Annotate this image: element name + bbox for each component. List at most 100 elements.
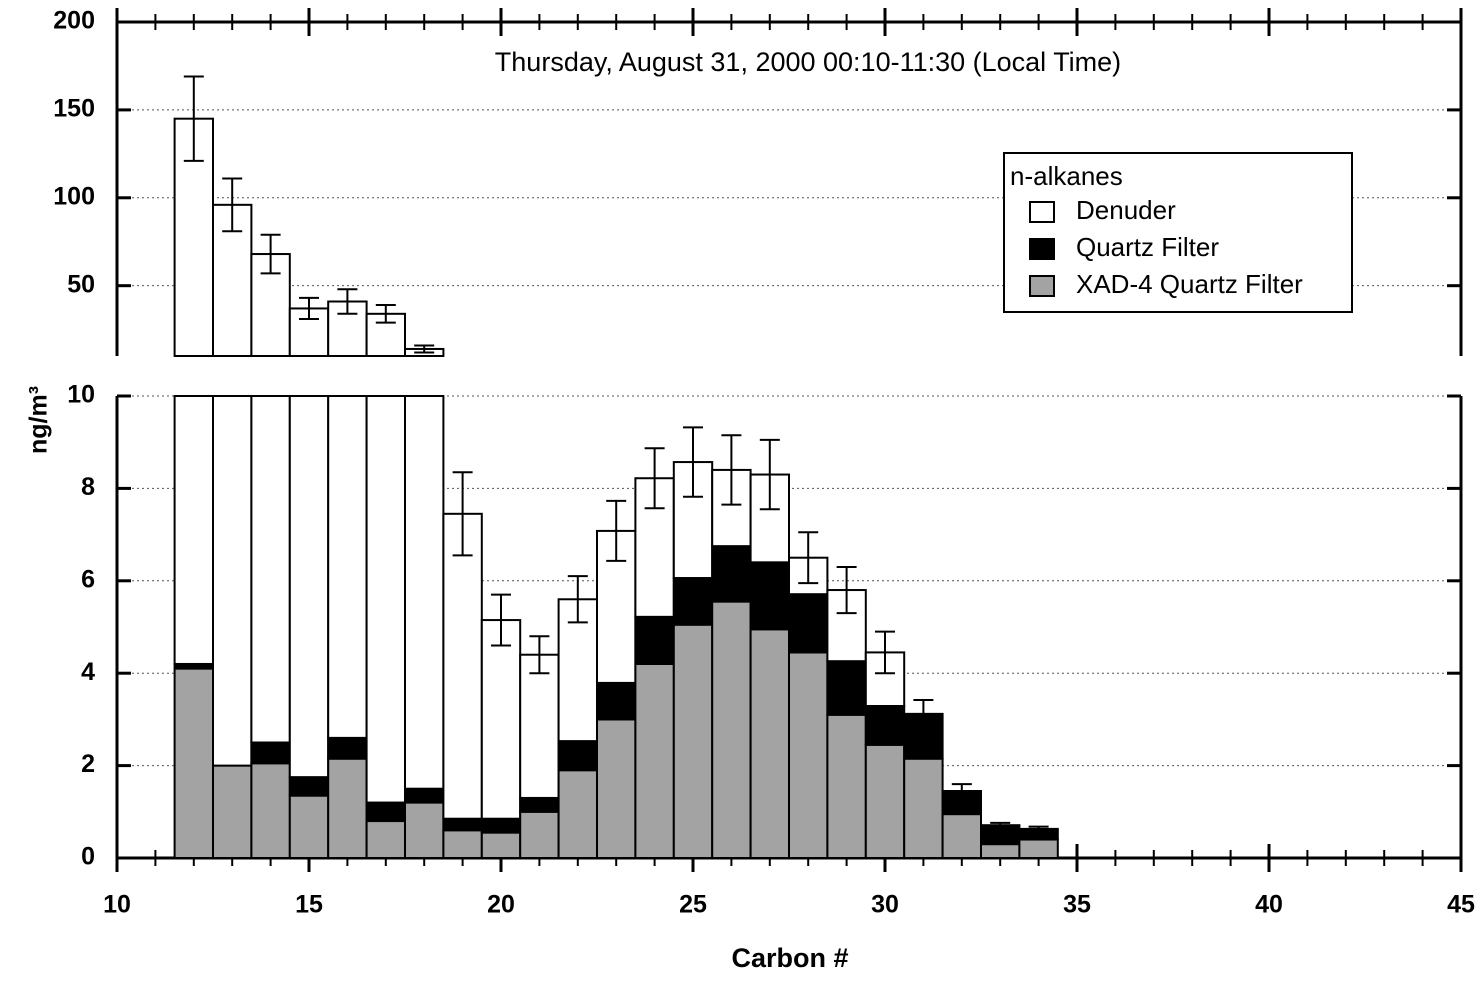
bar-segment (557, 769, 598, 859)
bar-segment (826, 713, 867, 860)
bar-segment (250, 395, 291, 744)
bar-segment (212, 764, 253, 859)
error-bar (990, 821, 1011, 829)
bar-segment (557, 740, 598, 772)
error-bar (529, 635, 550, 675)
legend: n-alkanes Denuder Quartz Filter XAD-4 Quar… (1003, 152, 1353, 313)
x-tick-label: 40 (1255, 891, 1283, 919)
legend-swatch (1029, 238, 1055, 260)
y-tick-label: 6 (81, 565, 95, 593)
bar-segment (634, 662, 675, 860)
error-bar (644, 447, 665, 510)
bar-segment (480, 831, 522, 860)
y-tick-label: 200 (53, 7, 95, 35)
y-axis-label: ng/m³ (25, 386, 53, 454)
x-tick-label: 15 (295, 891, 323, 919)
bar-segment (864, 743, 906, 859)
bar-segment (711, 545, 752, 603)
bar-segment (519, 653, 560, 799)
x-tick-label: 35 (1063, 891, 1091, 919)
bar-segment (480, 619, 522, 820)
bar-segment (519, 810, 560, 859)
legend-box (1003, 152, 1353, 313)
bar-segment (365, 820, 407, 859)
bar-segment (173, 667, 215, 860)
chart-title: Thursday, August 31, 2000 00:10-11:30 (L… (495, 47, 1121, 77)
bar-segment (250, 741, 291, 765)
bar-segment (480, 817, 522, 834)
bar-segment (442, 512, 483, 820)
bar-segment (672, 577, 714, 626)
bar-segment (672, 623, 714, 859)
bar-segment (557, 598, 598, 743)
error-bar (222, 177, 243, 233)
x-tick-label: 45 (1447, 891, 1475, 919)
error-bar (951, 783, 972, 799)
bar-segment (442, 817, 483, 832)
error-bar (452, 471, 473, 557)
bar-segment (404, 787, 445, 804)
error-bar (491, 593, 511, 647)
bar-segment (250, 762, 291, 859)
bar-segment (365, 395, 407, 804)
y-tick-label: 0 (81, 843, 95, 871)
bar-segment (634, 615, 675, 665)
error-bar (798, 531, 819, 585)
bar-segment (288, 776, 330, 797)
legend-label: Quartz Filter (1076, 232, 1219, 262)
error-bar (683, 426, 703, 498)
bar-segment (212, 395, 253, 767)
bar-segment (519, 796, 560, 813)
error-bar (606, 499, 627, 562)
bar-segment (749, 561, 790, 631)
bar-segment (941, 813, 982, 859)
bar-segment (980, 843, 1021, 860)
bar-segment (327, 395, 368, 739)
y-tick-label: 150 (53, 95, 95, 123)
x-tick-label: 20 (487, 891, 515, 919)
bar-segment (288, 395, 330, 779)
bar-segment (365, 801, 407, 823)
bar-segment (288, 794, 330, 860)
y-tick-label: 100 (53, 182, 95, 210)
bar-segment (327, 757, 368, 859)
bar-segment (442, 829, 483, 860)
error-bar (1028, 825, 1049, 833)
error-bar (260, 233, 281, 275)
y-tick-label: 10 (67, 381, 95, 409)
x-tick-label: 10 (103, 891, 131, 919)
bar-segment (826, 660, 867, 716)
bar-segment (596, 681, 637, 721)
x-tick-label: 25 (679, 891, 707, 919)
y-tick-label: 4 (81, 658, 95, 686)
legend-swatch (1029, 201, 1055, 223)
error-bar (759, 438, 780, 511)
y-tick-label: 8 (81, 473, 95, 501)
y-tick-label: 50 (67, 270, 95, 298)
bar-segment (749, 628, 790, 859)
error-bar (337, 288, 358, 315)
error-bar (875, 630, 895, 675)
error-bar (375, 304, 396, 324)
bar-segment (404, 395, 445, 790)
error-bar (721, 434, 742, 506)
error-bar (299, 296, 319, 320)
legend-title: n-alkanes (1010, 161, 1123, 191)
bar-segment (711, 600, 752, 860)
error-bar (913, 698, 934, 729)
error-bar (567, 575, 588, 624)
bar-segment (788, 651, 829, 859)
x-axis-label: Carbon # (731, 943, 848, 973)
legend-label: Denuder (1076, 195, 1176, 225)
error-bar (414, 344, 435, 354)
bar-segment (173, 395, 215, 665)
bar-segment (903, 757, 944, 859)
bar-segment (596, 718, 637, 860)
bar-segment (788, 593, 829, 654)
bar-segment (327, 736, 368, 760)
y-tick-label: 2 (81, 750, 95, 778)
error-bar (183, 75, 204, 162)
x-tick-label: 30 (871, 891, 899, 919)
legend-swatch (1029, 275, 1055, 297)
